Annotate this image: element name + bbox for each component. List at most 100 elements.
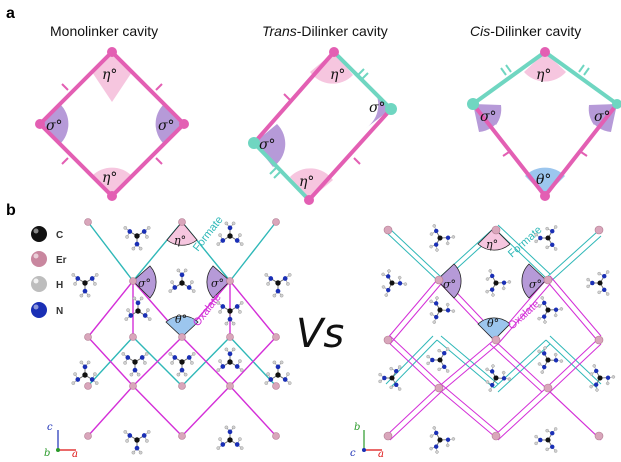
- sigma-label: σ°: [480, 109, 497, 125]
- node: [385, 103, 397, 115]
- cis-dilinker-cavity: η° θ° σ° σ°: [467, 47, 621, 201]
- legend-label-n: N: [56, 306, 63, 317]
- cation-molecule: [534, 225, 558, 251]
- oxalate-edge: [252, 50, 336, 145]
- sigma-wedge: [436, 263, 462, 299]
- legend-swatch-c: [31, 226, 47, 242]
- er-nodes-right: [383, 225, 604, 441]
- guanidinium-cations-left: [71, 221, 292, 455]
- eta-label: η°: [486, 238, 498, 251]
- cation-molecule: [216, 221, 244, 246]
- formate-edge: [332, 50, 393, 111]
- cation-molecule: [534, 427, 558, 453]
- sigma-label: σ°: [46, 118, 63, 134]
- sigma-wedge: [521, 263, 547, 299]
- vs-label: Vs: [296, 311, 344, 357]
- sigma-wedge-left: [254, 124, 286, 167]
- er-nodes-left: [84, 218, 280, 440]
- sigma-wedge-left-2: [473, 104, 502, 125]
- eta-wedge: [166, 221, 198, 246]
- eta-label: η°: [174, 234, 186, 247]
- eta-wedge-top: [310, 52, 353, 84]
- legend-swatch-er: [31, 251, 47, 267]
- oxalate-links-right: [385, 275, 602, 441]
- node: [248, 137, 260, 149]
- formate-edge: [252, 141, 311, 202]
- cation-molecule: [537, 296, 564, 324]
- node: [540, 191, 550, 201]
- oxalate-edge: [543, 102, 619, 198]
- lattice-right: η° σ° σ° θ° Formate Oxalate b c a: [350, 224, 616, 460]
- cation-molecule: [485, 269, 512, 297]
- cation-molecule: [71, 360, 99, 385]
- legend-swatch-h: [31, 276, 47, 292]
- panel-b-label: b: [6, 202, 16, 219]
- title-trans-prefix: Trans: [262, 23, 297, 39]
- legend-swatch-n: [31, 302, 47, 318]
- title-cis-prefix: Cis: [470, 23, 490, 39]
- eta-label: η°: [330, 67, 345, 83]
- trans-ticks-formate: [269, 68, 369, 179]
- title-cis-suffix: -Dilinker cavity: [490, 23, 581, 39]
- sigma-wedge: [206, 265, 231, 299]
- axis-label-right: a: [72, 449, 78, 460]
- eta-label: η°: [299, 174, 314, 190]
- monolinker-cavity: η° η° σ° σ°: [35, 47, 189, 201]
- cation-molecule: [264, 273, 292, 298]
- title-trans-suffix: -Dilinker cavity: [297, 23, 388, 39]
- sigma-wedge-right: [155, 104, 184, 144]
- trans-ticks-oxalate: [283, 93, 361, 165]
- eta-wedge-top: [92, 52, 132, 81]
- cation-molecule: [123, 226, 151, 251]
- legend-label-c: C: [56, 230, 63, 241]
- cation-molecule: [429, 426, 456, 454]
- atom-legend: C Er H N: [31, 226, 67, 318]
- oxalate-edge: [307, 107, 393, 202]
- eta-label: η°: [102, 170, 117, 186]
- theta-wedge-bottom: [525, 167, 565, 196]
- trans-dilinker-cavity: η° η° σ° σ°: [248, 47, 397, 205]
- sigma-label: σ°: [369, 100, 386, 116]
- sigma-wedge: [132, 265, 157, 299]
- sigma-label: σ°: [529, 278, 542, 291]
- node: [35, 119, 45, 129]
- eta-label: η°: [536, 67, 551, 83]
- cation-molecule: [216, 425, 244, 450]
- oxalate-label: Oxalate: [506, 298, 542, 332]
- theta-label: θ°: [487, 317, 499, 330]
- cation-molecule: [429, 224, 456, 252]
- sigma-label: σ°: [138, 277, 151, 290]
- formate-label: Formate: [506, 224, 544, 260]
- title-monolinker: Monolinker cavity: [50, 23, 158, 39]
- eta-label: η°: [102, 67, 117, 83]
- panel-a-label: a: [6, 5, 15, 22]
- sigma-wedge-right-2: [588, 104, 617, 125]
- theta-wedge: [165, 315, 199, 338]
- mono-ticks: [61, 83, 163, 165]
- title-trans-dilinker: Trans-Dilinker cavity: [262, 23, 388, 39]
- axis-label-right: a: [378, 449, 384, 460]
- oxalate-label: Oxalate: [191, 292, 224, 329]
- axis-triad-left: c b a: [44, 422, 78, 460]
- cis-ticks-oxalate: [502, 151, 588, 157]
- node: [304, 195, 314, 205]
- cation-molecule: [71, 273, 99, 298]
- eta-wedge-top: [524, 52, 566, 82]
- cation-molecule: [485, 364, 512, 392]
- axis-label-up: b: [354, 422, 360, 433]
- axis-label-up: c: [47, 422, 53, 433]
- eta-wedge-bottom: [92, 167, 132, 196]
- theta-label: θ°: [175, 313, 187, 326]
- theta-wedge: [477, 317, 511, 341]
- sigma-label: σ°: [158, 118, 175, 134]
- legend-label-h: H: [56, 280, 63, 291]
- eta-wedge-bottom: [290, 168, 333, 200]
- node: [612, 99, 621, 109]
- axis-label-origin: b: [44, 448, 50, 459]
- sigma-wedge-left: [40, 104, 69, 144]
- node: [329, 47, 339, 57]
- cation-molecule: [589, 364, 616, 392]
- sigma-label: σ°: [211, 277, 224, 290]
- cation-molecule: [537, 346, 564, 374]
- cation-molecule: [216, 347, 244, 372]
